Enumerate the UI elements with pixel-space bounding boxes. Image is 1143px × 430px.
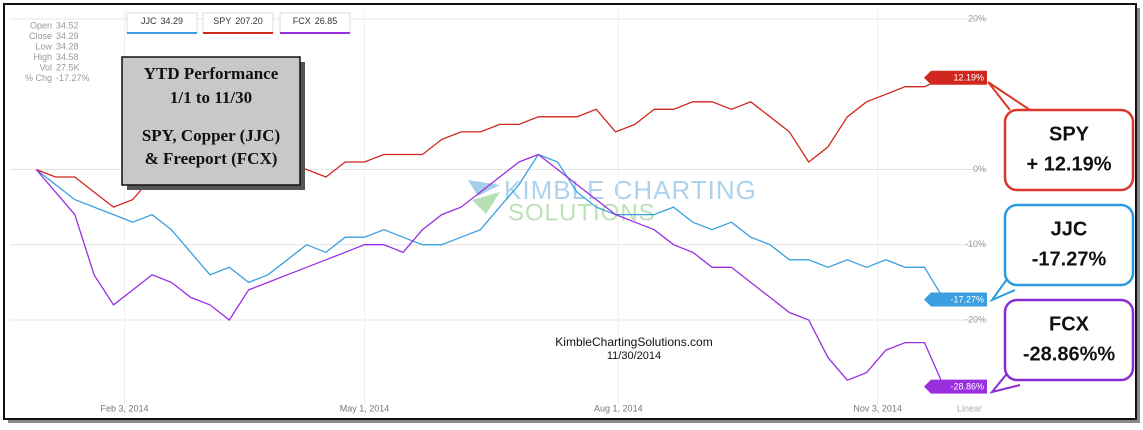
callout-text: SPY: [1049, 123, 1090, 145]
legend-value: 26.85: [315, 16, 338, 26]
quote-value: 27.5K: [56, 62, 80, 72]
end-label-tag: [924, 292, 987, 307]
end-label: -28.86%: [950, 382, 984, 392]
callout-box: [1003, 108, 1135, 192]
title-line: 1/1 to 11/30: [170, 88, 252, 107]
quote-label: % Chg: [25, 73, 52, 83]
legend-name: SPY: [213, 16, 231, 26]
callout-text: FCX: [1049, 313, 1090, 335]
legend-entry: JJC 34.29: [141, 16, 183, 26]
quote-value: 34.52: [56, 20, 79, 30]
legend-name: JJC: [141, 16, 157, 26]
callout-text: -17.27%: [1032, 248, 1107, 270]
legend-value: 34.29: [160, 16, 183, 26]
legend-value: 207.20: [235, 16, 263, 26]
quote-label: Vol: [39, 62, 52, 72]
end-label: 12.19%: [953, 73, 984, 83]
watermark-icon: [472, 192, 500, 214]
end-label: -17.27%: [950, 294, 984, 304]
title-line: YTD Performance: [144, 64, 279, 83]
x-tick-label: Nov 3, 2014: [853, 403, 902, 413]
quote-label: High: [33, 52, 52, 62]
title-line: SPY, Copper (JJC): [142, 126, 280, 145]
quote-label: Low: [35, 41, 52, 51]
y-tick-label: 20%: [968, 13, 986, 23]
quote-value: 34.29: [56, 31, 79, 41]
series-line: [35, 153, 945, 300]
y-tick-label: -20%: [965, 314, 986, 324]
watermark-text: SOLUTIONS: [508, 199, 656, 226]
quote-value: 34.58: [56, 52, 79, 62]
end-label-tag: [924, 379, 987, 394]
end-label-tag: [924, 70, 987, 85]
title-box: [121, 56, 301, 186]
footer-text: KimbleChartingSolutions.com: [555, 335, 712, 349]
legend-entry: SPY 207.20: [213, 16, 263, 26]
series-line: [35, 153, 945, 387]
callout-box: [1003, 298, 1135, 382]
y-tick-label: 0%: [973, 164, 986, 174]
x-tick-label: Aug 1, 2014: [594, 403, 643, 413]
quote-label: Open: [30, 20, 52, 30]
callout-text: JJC: [1051, 218, 1088, 240]
callout-text: -28.86%%: [1023, 343, 1115, 365]
scale-label: Linear: [957, 403, 982, 413]
y-tick-label: -10%: [965, 239, 986, 249]
watermark-icon: [468, 180, 500, 196]
title-line: & Freeport (FCX): [145, 149, 278, 168]
x-tick-label: May 1, 2014: [340, 403, 390, 413]
legend-name: FCX: [293, 16, 311, 26]
callout-text: + 12.19%: [1026, 153, 1111, 175]
legend-entry: FCX 26.85: [293, 16, 338, 26]
quote-value: -17.27%: [56, 73, 90, 83]
quote-value: 34.28: [56, 41, 79, 51]
x-tick-label: Feb 3, 2014: [100, 403, 148, 413]
footer-text: 11/30/2014: [607, 350, 661, 362]
quote-label: Close: [29, 31, 52, 41]
watermark-text: KIMBLE CHARTING: [504, 175, 757, 205]
callout-pointer: [987, 81, 1031, 111]
callout-box: [1003, 203, 1135, 287]
